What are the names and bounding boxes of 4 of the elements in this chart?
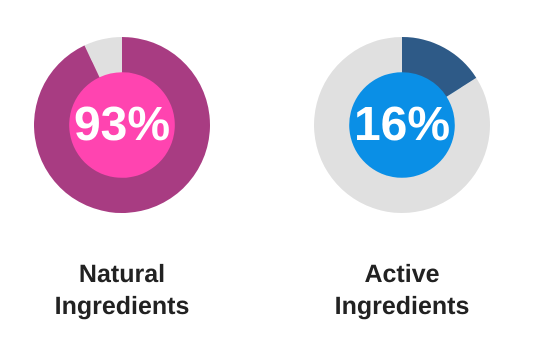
data-label: 93%: [74, 98, 170, 152]
data-label: 16%: [354, 98, 450, 152]
text: Active Ingredients: [334, 259, 470, 322]
text: Natural Ingredients: [54, 259, 190, 322]
